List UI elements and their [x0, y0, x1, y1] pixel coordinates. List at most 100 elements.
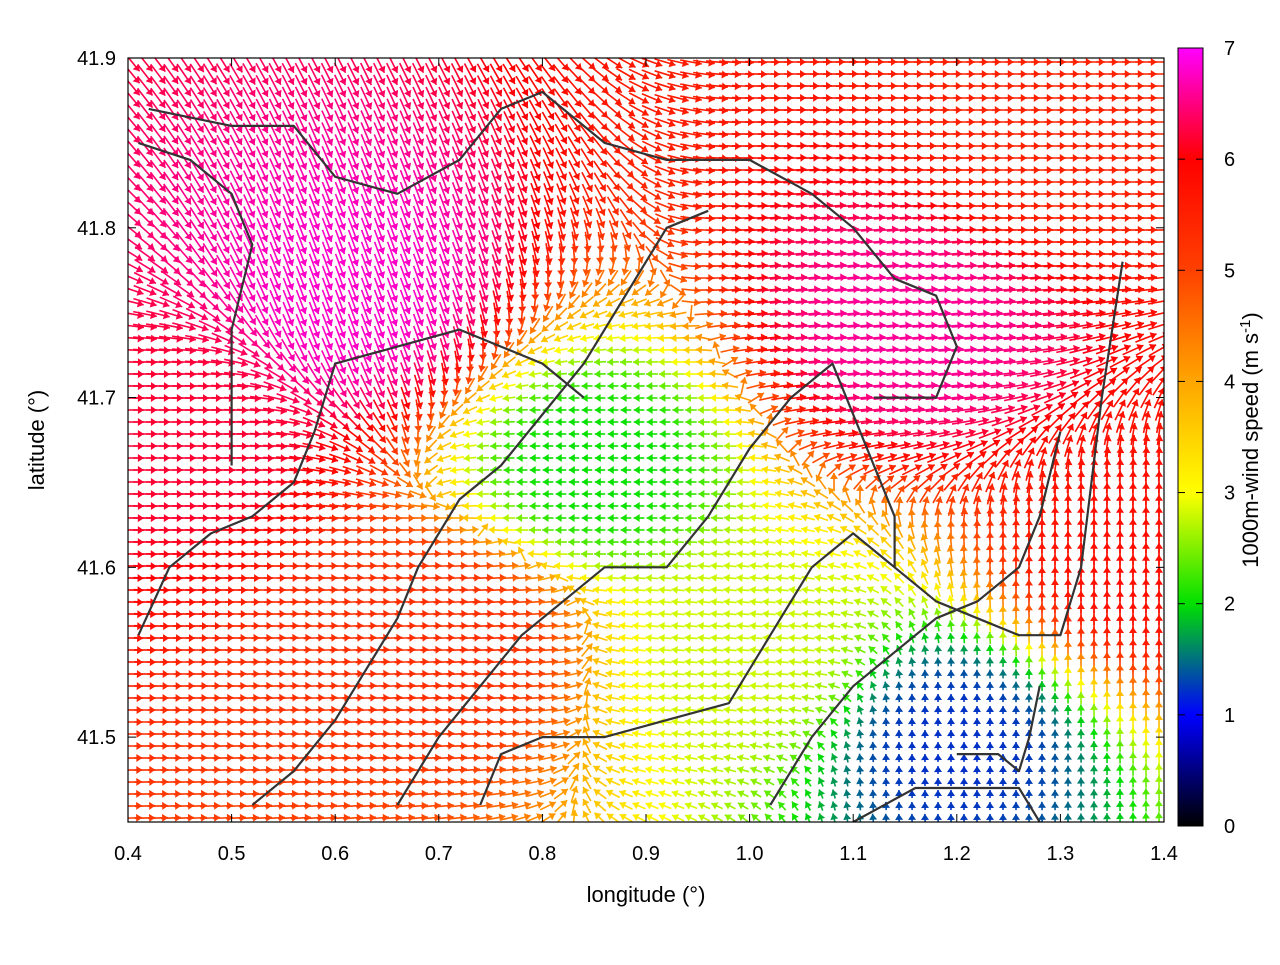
wind-vector [1012, 669, 1020, 678]
wind-vector [723, 418, 737, 426]
wind-vector [437, 479, 452, 487]
wind-vector [737, 526, 750, 534]
wind-vector [503, 394, 516, 402]
wind-vector [500, 562, 518, 570]
wind-vector [595, 382, 606, 390]
wind-vector [881, 586, 892, 594]
wind-vector [243, 279, 255, 302]
wind-vector [569, 394, 580, 402]
wind-vector [608, 502, 619, 510]
wind-vector [151, 52, 166, 71]
wind-vector [283, 158, 294, 181]
wind-vector [724, 562, 737, 570]
wind-vector [490, 502, 503, 510]
wind-vector [607, 284, 620, 295]
wind-vector [659, 550, 671, 558]
wind-vector [582, 466, 592, 474]
wind-vector [672, 538, 684, 546]
wind-vector [724, 502, 736, 510]
wind-vector [633, 562, 645, 570]
wind-vector [556, 502, 567, 510]
wind-vector [632, 311, 647, 319]
wind-vector [828, 634, 841, 642]
wind-vector [217, 219, 230, 241]
wind-vector [256, 51, 269, 72]
wind-vector [803, 462, 812, 478]
wind-vector [217, 123, 230, 145]
wind-vector [816, 475, 826, 489]
wind-vector [464, 466, 477, 474]
wind-vector [789, 634, 802, 642]
wind-vector [374, 134, 385, 157]
wind-vector [698, 442, 709, 450]
wind-vector [749, 490, 762, 498]
wind-vector [230, 255, 242, 278]
wind-vector [828, 646, 840, 654]
wind-vector [595, 502, 606, 510]
wind-vector [673, 490, 684, 498]
wind-vector [269, 327, 282, 349]
wind-vector [698, 454, 709, 462]
wind-vector [724, 526, 737, 534]
wind-vector [921, 633, 929, 643]
wind-vector [465, 111, 476, 133]
wind-vector [595, 454, 605, 462]
wind-vector [608, 526, 619, 534]
wind-vector [698, 586, 711, 594]
wind-vector [672, 598, 685, 606]
wind-vector [685, 418, 696, 426]
wind-vector [361, 122, 372, 145]
wind-vector [439, 52, 451, 73]
wind-vector [683, 334, 699, 342]
wind-vector [789, 610, 802, 618]
wind-vector [735, 393, 751, 401]
wind-vector [515, 359, 529, 366]
wind-vector [452, 135, 463, 158]
wind-vector [735, 406, 751, 414]
wind-vector [463, 502, 478, 510]
wind-vector [593, 610, 608, 618]
wind-vector [400, 51, 412, 72]
wind-vector [619, 622, 633, 630]
wind-vector [854, 550, 867, 557]
wind-vector [490, 478, 502, 486]
wind-vector [530, 442, 541, 450]
wind-vector [724, 610, 737, 618]
wind-vector [322, 111, 333, 134]
wind-vector [687, 305, 695, 323]
wind-vector [647, 478, 658, 486]
wind-vector [634, 430, 645, 438]
wind-vector [633, 358, 645, 366]
wind-vector [696, 346, 712, 354]
wind-vector [685, 634, 698, 642]
wind-vector [295, 51, 307, 72]
wind-vector [908, 584, 915, 595]
wind-vector [841, 574, 854, 582]
wind-vector [802, 634, 815, 642]
wind-vector [801, 538, 814, 546]
wind-vector [828, 488, 839, 501]
wind-vector [529, 394, 540, 402]
wind-vector [256, 315, 269, 337]
wind-vector [464, 393, 477, 404]
wind-vector [647, 502, 658, 510]
wind-vector [645, 285, 659, 296]
wind-vector [400, 87, 411, 109]
wind-vector [400, 99, 411, 122]
wind-vector [632, 334, 646, 342]
wind-vector [502, 382, 515, 390]
wind-vector [1025, 643, 1033, 657]
wind-vector [595, 394, 606, 402]
wind-vector [515, 538, 529, 546]
wind-vector [120, 335, 144, 343]
wind-vector [802, 682, 815, 690]
wind-vector [309, 75, 321, 97]
wind-vector [593, 586, 607, 594]
wind-vector [529, 333, 542, 344]
wind-vector [698, 502, 709, 510]
wind-vector [841, 550, 854, 558]
wind-vector [593, 670, 608, 678]
wind-vector [1051, 668, 1059, 681]
wind-vector [231, 231, 243, 254]
wind-vector [802, 622, 815, 630]
